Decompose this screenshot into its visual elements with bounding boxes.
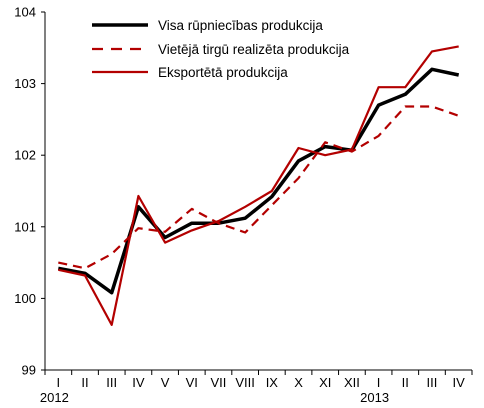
x-tick-label: V [161, 375, 170, 390]
x-tick-label: II [81, 375, 88, 390]
x-tick-label: XI [319, 375, 331, 390]
year-label: 2013 [360, 390, 389, 405]
x-tick-label: III [427, 375, 438, 390]
x-tick-label: II [402, 375, 409, 390]
x-tick-label: VII [211, 375, 227, 390]
legend: Visa rūpniecības produkcija Vietējā tirgū… [92, 18, 350, 80]
legend-label-2: Eksportētā produkcija [158, 65, 288, 80]
series-line-0 [57, 67, 460, 295]
y-tick-label: 99 [22, 363, 36, 378]
series-layer [57, 45, 460, 326]
y-tick-label: 103 [14, 76, 36, 91]
legend-label-1: Vietējā tirgū realizēta produkcija [158, 42, 350, 57]
x-tick-label: VI [186, 375, 198, 390]
x-tick-label: X [294, 375, 303, 390]
x-tick-label: VIII [235, 375, 255, 390]
series-line-1 [58, 105, 460, 270]
legend-label-0: Visa rūpniecības produkcija [158, 18, 323, 33]
x-tick-label: I [57, 375, 61, 390]
x-tick-label: IV [453, 375, 466, 390]
y-tick-label: 102 [14, 148, 36, 163]
x-tick-label: XII [344, 375, 360, 390]
x-tick-label: III [106, 375, 117, 390]
x-tick-label: IX [266, 375, 279, 390]
y-tick-label: 100 [14, 291, 36, 306]
y-tick-label: 104 [14, 5, 36, 20]
year-label: 2012 [40, 390, 69, 405]
y-tick-label: 101 [14, 219, 36, 234]
series-line-2 [58, 45, 459, 326]
x-tick-label: I [377, 375, 381, 390]
x-tick-label: IV [132, 375, 145, 390]
